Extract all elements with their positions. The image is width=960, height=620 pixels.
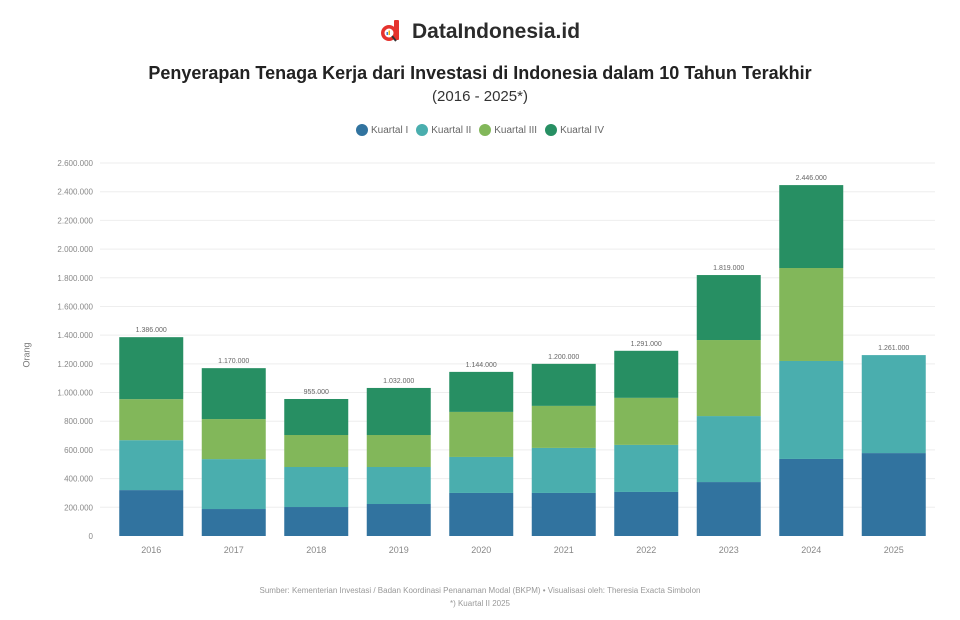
bar-segment[interactable]: [284, 466, 349, 508]
bar-total-label: 1.032.000: [383, 378, 414, 385]
bar-segment[interactable]: [119, 337, 184, 400]
bar-segment[interactable]: [119, 440, 184, 491]
bar-segment[interactable]: [614, 491, 679, 536]
chart-legend: Kuartal I Kuartal II Kuartal III Kuartal IV: [0, 124, 960, 136]
stacked-bar-chart: 0 200.000 400.000 600.000 800.000 1.000.000 1.…: [57, 159, 935, 555]
y-tick-label: 0: [89, 532, 94, 541]
y-tick-label: 2.600.000: [57, 159, 93, 168]
bar-total-label: 1.261.000: [878, 345, 909, 352]
legend-marker-icon: [479, 124, 492, 136]
bar-segment[interactable]: [284, 435, 349, 467]
legend-marker-icon: [545, 124, 558, 136]
y-tick-label: 600.000: [64, 446, 93, 455]
bar-segment[interactable]: [531, 492, 596, 536]
x-tick-label: 2025: [884, 545, 904, 555]
bar-segment[interactable]: [861, 355, 926, 454]
brand-header: DataIndonesia.id: [0, 20, 960, 44]
legend-item[interactable]: Kuartal II: [416, 124, 471, 136]
bar-segment[interactable]: [284, 398, 349, 436]
bar-segment[interactable]: [201, 509, 266, 536]
bar-segment[interactable]: [119, 399, 184, 441]
chart-title: Penyerapan Tenaga Kerja dari Investasi d…: [148, 63, 812, 83]
bar-segment[interactable]: [531, 447, 596, 493]
bar-segment[interactable]: [449, 411, 514, 457]
bar-segment[interactable]: [779, 268, 844, 361]
x-tick-label: 2016: [141, 545, 161, 555]
x-tick-label: 2022: [636, 545, 656, 555]
legend-item[interactable]: Kuartal I: [355, 124, 409, 136]
x-tick-label: 2024: [801, 545, 821, 555]
footnote-text: *) Kuartal II 2025: [449, 599, 511, 608]
bar-segment[interactable]: [779, 185, 844, 269]
bar-segment[interactable]: [696, 416, 761, 483]
y-tick-label: 800.000: [64, 417, 93, 426]
brand-name: DataIndonesia.id: [411, 20, 581, 43]
source-text: Sumber: Kementerian Investasi / Badan Ko…: [259, 586, 701, 595]
bar-segment[interactable]: [696, 482, 761, 536]
bar-segment[interactable]: [449, 492, 514, 536]
bar-total-label: 1.200.000: [548, 354, 579, 361]
legend-label: Kuartal II: [431, 124, 472, 136]
legend-marker-icon: [416, 124, 429, 136]
legend-item[interactable]: Kuartal III: [479, 124, 537, 136]
bar-segment[interactable]: [366, 435, 431, 467]
bar-segment[interactable]: [861, 453, 926, 536]
bar-segment[interactable]: [366, 387, 431, 436]
legend-label: Kuartal I: [370, 124, 409, 136]
bar-total-label: 1.291.000: [631, 341, 662, 348]
bar-total-label: 2.446.000: [796, 175, 827, 182]
legend-label: Kuartal IV: [560, 124, 604, 136]
bar-segment[interactable]: [779, 458, 844, 536]
bar-segment[interactable]: [119, 490, 184, 536]
x-tick-label: 2019: [389, 545, 409, 555]
bar-segment[interactable]: [614, 397, 679, 445]
bar-segment[interactable]: [449, 371, 514, 412]
bar-segment[interactable]: [614, 444, 679, 492]
chart-source: Sumber: Kementerian Investasi / Badan Ko…: [0, 584, 960, 610]
y-tick-label: 1.200.000: [57, 360, 93, 369]
y-tick-label: 2.400.000: [57, 188, 93, 197]
bar-total-label: 1.386.000: [136, 327, 167, 334]
x-tick-label: 2017: [224, 545, 244, 555]
x-tick-label: 2020: [471, 545, 491, 555]
y-tick-label: 400.000: [64, 475, 93, 484]
legend-item[interactable]: Kuartal IV: [545, 124, 604, 136]
bar-segment[interactable]: [779, 360, 844, 459]
y-tick-label: 1.400.000: [57, 331, 93, 340]
chart-subtitle: (2016 - 2025*): [432, 88, 528, 105]
x-tick-label: 2023: [719, 545, 739, 555]
x-tick-label: 2021: [554, 545, 574, 555]
bar-segment[interactable]: [201, 459, 266, 510]
bar-segment[interactable]: [284, 507, 349, 536]
bar-segment[interactable]: [531, 363, 596, 406]
y-tick-label: 1.800.000: [57, 274, 93, 283]
bar-segment[interactable]: [696, 340, 761, 417]
bar-segment[interactable]: [449, 456, 514, 493]
bar-total-label: 1.819.000: [713, 265, 744, 272]
bar-segment[interactable]: [696, 275, 761, 341]
y-tick-label: 2.000.000: [57, 245, 93, 254]
bar-total-label: 1.144.000: [466, 362, 497, 369]
bar-total-label: 955.000: [304, 389, 329, 396]
y-tick-label: 200.000: [64, 503, 93, 512]
y-tick-label: 2.200.000: [57, 216, 93, 225]
legend-marker-icon: [355, 124, 368, 136]
x-tick-label: 2018: [306, 545, 326, 555]
bar-segment[interactable]: [366, 466, 431, 505]
bar-segment[interactable]: [201, 368, 266, 420]
bar-segment[interactable]: [201, 419, 266, 460]
y-tick-label: 1.600.000: [57, 302, 93, 311]
legend-label: Kuartal III: [494, 124, 538, 136]
y-tick-label: 1.000.000: [57, 389, 93, 398]
bar-segment[interactable]: [531, 405, 596, 448]
bar-segment[interactable]: [366, 504, 431, 536]
dataindonesia-logo-icon: [380, 20, 402, 44]
bar-total-label: 1.170.000: [218, 358, 249, 365]
bar-segment[interactable]: [614, 350, 679, 398]
